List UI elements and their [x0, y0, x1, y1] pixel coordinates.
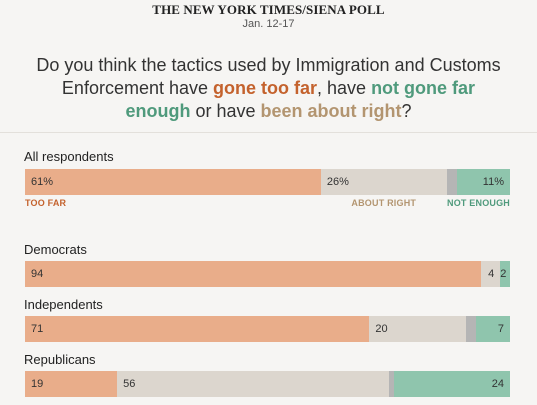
- question-part-2: , have: [317, 78, 372, 98]
- option-too-far-text: gone too far: [213, 78, 318, 98]
- bar-row: 71 20 7: [25, 316, 510, 342]
- option-about-right-text: been about right: [260, 101, 402, 121]
- bar-segment-too-far: 19: [25, 371, 118, 397]
- bar-row: 94 4 2: [25, 261, 510, 287]
- option-not-enough-text: not gone far enough: [125, 78, 476, 121]
- bar-segment-no-answer: [466, 316, 477, 342]
- bar-segment-about-right: 4: [480, 261, 501, 287]
- bar-segment-not-enough: 7: [476, 316, 510, 342]
- bar-segment-not-enough: 2: [500, 261, 510, 287]
- bar-segment-too-far: 61%: [25, 169, 321, 195]
- bar-row: 61% 26% 11%: [25, 169, 510, 195]
- group-label: Independents: [24, 297, 103, 312]
- question-part-3: or have: [190, 101, 261, 121]
- question-part-4: ?: [401, 101, 412, 121]
- legend-label-about-right: ABOUT RIGHT: [351, 198, 417, 208]
- poll-source: THE NEW YORK TIMES/SIENA POLL: [152, 2, 385, 17]
- bar-segment-no-answer: [388, 371, 395, 397]
- question-part-1: Do you think the tactics used by Immigra…: [36, 55, 501, 98]
- bar-segment-about-right: 20: [369, 316, 467, 342]
- poll-date: Jan. 12-17: [242, 18, 295, 30]
- legend-label-not-enough: NOT ENOUGH: [447, 198, 511, 208]
- question-text: Do you think the tactics used by Immigra…: [30, 54, 507, 123]
- bar-row: 19 56 24: [25, 371, 510, 397]
- bar-segment-about-right: 26%: [320, 169, 447, 195]
- bar-segment-too-far: 94: [25, 261, 481, 287]
- group-label: All respondents: [24, 149, 114, 164]
- bar-segment-not-enough: 24: [393, 371, 510, 397]
- legend-label-too-far: TOO FAR: [25, 198, 67, 208]
- group-label: Democrats: [24, 242, 87, 257]
- bar-segment-no-answer: [446, 169, 457, 195]
- bar-segment-too-far: 71: [25, 316, 370, 342]
- divider: [0, 132, 537, 133]
- group-label: Republicans: [24, 352, 96, 367]
- bar-segment-about-right: 56: [117, 371, 389, 397]
- bar-segment-not-enough: 11%: [456, 169, 510, 195]
